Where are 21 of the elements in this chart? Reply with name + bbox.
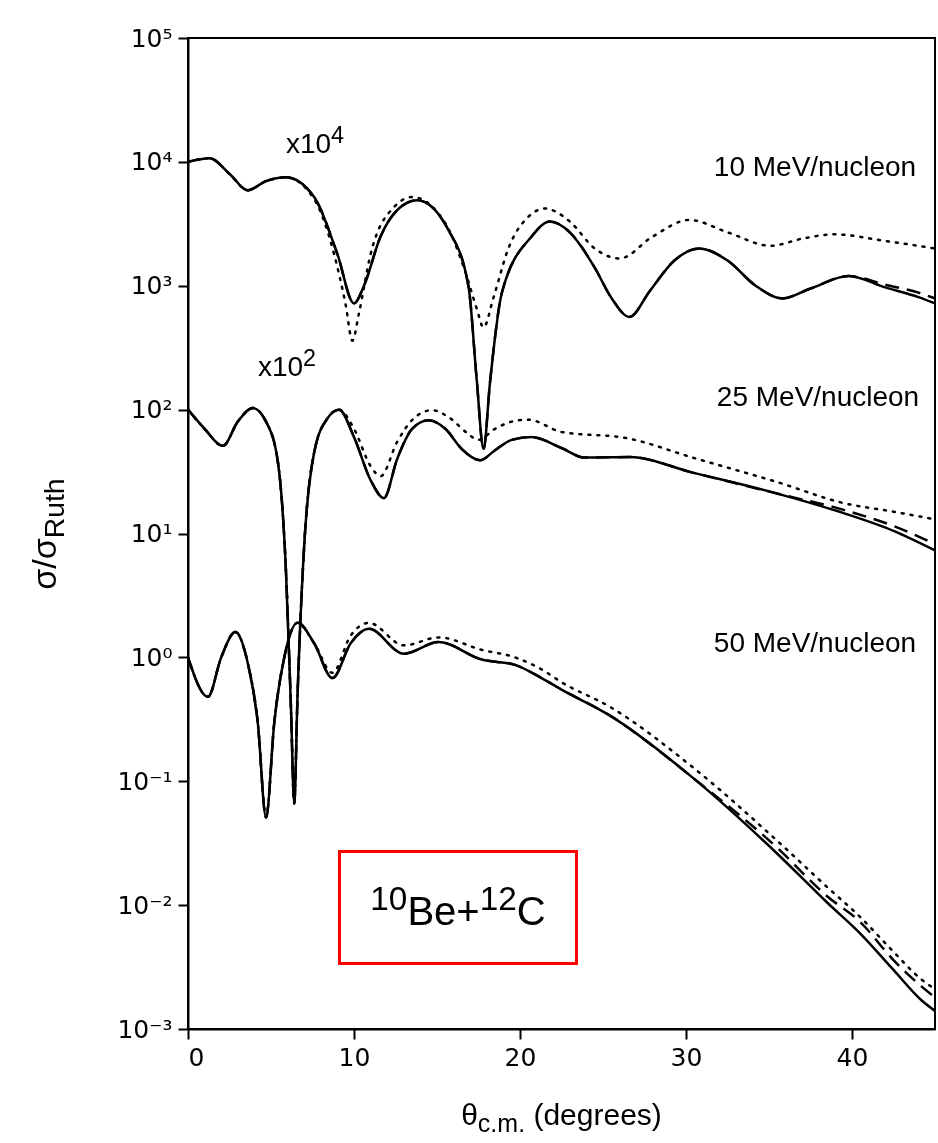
x-tick-label: 10 [338, 1042, 371, 1072]
x-axis-title: θ$_{c.m.}$ (degrees) [461, 1098, 662, 1138]
annotation: $^{10}$Be+$^{12}$C [370, 880, 546, 934]
annotation: x10$^{4}$ [285, 121, 345, 161]
y-tick-label: 10⁻³ [117, 1014, 173, 1044]
annotation: 25 MeV/nucleon [716, 381, 920, 413]
y-tick-label: 10² [130, 395, 173, 425]
x-tick-label: 40 [836, 1042, 869, 1072]
x-tick-label: 20 [504, 1042, 537, 1072]
annotation: x10$^{2}$ [257, 344, 317, 384]
x-tick-label: 0 [188, 1042, 205, 1072]
annotation: 50 MeV/nucleon [713, 627, 917, 659]
y-tick-label: 10⁻² [117, 890, 173, 920]
y-tick-label: 10⁻¹ [117, 766, 173, 796]
y-tick-label: 10⁰ [130, 642, 173, 672]
y-tick-label: 10¹ [130, 519, 173, 548]
x-tick-label: 30 [670, 1042, 703, 1072]
y-tick-label: 10³ [130, 271, 173, 301]
y-tick-label: 10⁴ [130, 147, 173, 177]
annotation: 10 MeV/nucleon [713, 151, 917, 183]
y-tick-label: 10⁵ [130, 23, 173, 53]
